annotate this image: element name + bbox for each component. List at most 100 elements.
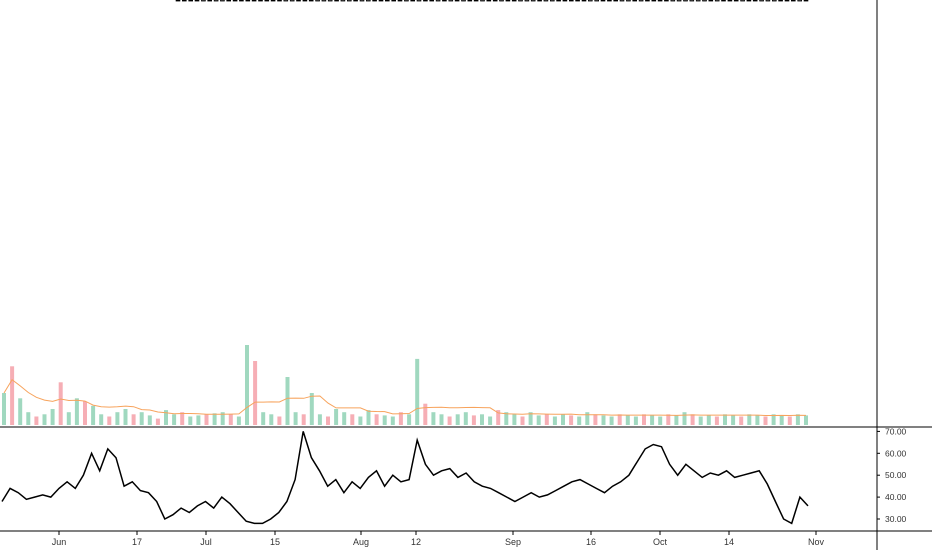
candle-body[interactable] [733,0,739,2]
candle-body[interactable] [353,0,358,2]
candle-body[interactable] [277,0,282,2]
candle-body[interactable] [423,0,428,2]
candle-body[interactable] [676,0,682,2]
candle-body[interactable] [569,0,574,2]
candle-body[interactable] [213,0,219,2]
candle-body[interactable] [480,0,485,2]
candle-body[interactable] [530,0,536,2]
candle-body[interactable] [359,0,365,2]
candle-body[interactable] [264,0,270,2]
candle-body[interactable] [435,0,441,2]
candle-body[interactable] [454,0,460,2]
candle-body[interactable] [346,0,352,2]
candle-body[interactable] [302,0,308,2]
candle-body[interactable] [727,0,733,2]
candle-body[interactable] [575,0,580,2]
candle-body[interactable] [613,0,618,2]
candle-body[interactable] [670,0,676,2]
candle-body[interactable] [220,0,225,2]
candle-body[interactable] [327,0,333,2]
candle-body[interactable] [511,0,517,2]
candle-body[interactable] [334,0,339,2]
candle-body[interactable] [695,0,701,2]
candle-body[interactable] [416,0,422,2]
candle-body[interactable] [594,0,599,2]
candle-body[interactable] [378,0,384,2]
candle-body[interactable] [791,0,796,2]
rsi-pane[interactable] [1,431,809,525]
candle-body[interactable] [410,0,415,2]
candle-body[interactable] [689,0,695,2]
candle-body[interactable] [556,0,561,2]
candle-body[interactable] [746,0,752,2]
candle-body[interactable] [714,0,720,2]
candle-body[interactable] [188,0,194,2]
candle-body[interactable] [270,0,276,2]
candle-body[interactable] [657,0,663,2]
candle-body[interactable] [550,0,555,2]
candle-body[interactable] [321,0,327,2]
price-pane[interactable] [0,0,877,2]
candle-body[interactable] [588,0,593,2]
candle-body[interactable] [581,0,587,2]
candle-body[interactable] [308,0,314,2]
candle-body[interactable] [296,0,301,2]
candle-body[interactable] [664,0,669,2]
candle-body[interactable] [638,0,644,2]
candle-body[interactable] [251,0,257,2]
candle-body[interactable] [518,0,523,2]
candle-body[interactable] [708,0,714,2]
candle-body[interactable] [467,0,473,2]
candle-body[interactable] [429,0,434,2]
candle-body[interactable] [365,0,371,2]
candle-body[interactable] [752,0,758,2]
candle-body[interactable] [397,0,403,2]
candle-body[interactable] [784,0,790,2]
candle-body[interactable] [778,0,783,2]
candle-body[interactable] [442,0,447,2]
candle-body[interactable] [797,0,802,2]
candle-body[interactable] [759,0,764,2]
candle-body[interactable] [607,0,612,2]
candle-body[interactable] [632,0,637,2]
candle-body[interactable] [391,0,396,2]
candle-body[interactable] [505,0,511,2]
candle-body[interactable] [181,0,187,2]
candle-body[interactable] [772,0,777,2]
candle-body[interactable] [245,0,251,2]
candle-body[interactable] [283,0,289,2]
candle-body[interactable] [619,0,625,2]
candle-body[interactable] [562,0,568,2]
candle-body[interactable] [384,0,390,2]
candle-body[interactable] [803,0,809,2]
candle-body[interactable] [289,0,295,2]
candle-body[interactable] [404,0,409,2]
candle-body[interactable] [207,0,213,2]
candle-body[interactable] [448,0,454,2]
candle-body[interactable] [524,0,530,2]
candle-body[interactable] [258,0,263,2]
candle-body[interactable] [492,0,498,2]
candle-body[interactable] [626,0,631,2]
candle-body[interactable] [702,0,707,2]
candle-body[interactable] [740,0,745,2]
candle-body[interactable] [461,0,466,2]
candle-body[interactable] [473,0,479,2]
candle-body[interactable] [543,0,549,2]
candle-body[interactable] [175,0,181,2]
candle-body[interactable] [765,0,771,2]
candle-body[interactable] [340,0,346,2]
rsi-line[interactable] [1,431,809,525]
candle-body[interactable] [499,0,504,2]
candle-body[interactable] [651,0,657,2]
candle-body[interactable] [201,0,206,2]
candle-body[interactable] [721,0,726,2]
candle-body[interactable] [372,0,377,2]
candle-body[interactable] [486,0,492,2]
candle-body[interactable] [232,0,238,2]
candle-body[interactable] [683,0,688,2]
candle-body[interactable] [315,0,320,2]
candle-body[interactable] [645,0,650,2]
candle-body[interactable] [600,0,606,2]
candle-body[interactable] [537,0,542,2]
